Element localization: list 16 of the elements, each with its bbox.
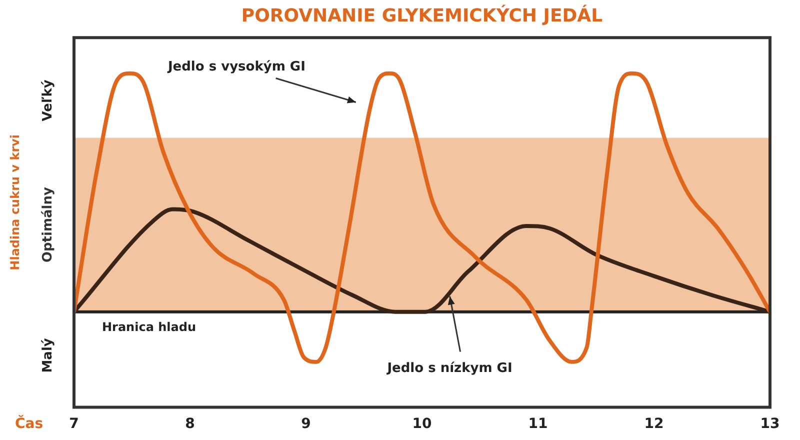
x-axis-title: Čas <box>14 414 44 432</box>
annotation: Jedlo s vysokým GI <box>166 60 306 75</box>
y-axis-title: Hladina cukru v krvi <box>8 134 22 270</box>
x-tick-label: 9 <box>301 416 311 432</box>
x-tick-label: 13 <box>760 416 780 432</box>
text: Veľký <box>40 79 56 122</box>
x-tick-label: 12 <box>644 416 664 432</box>
ref-line-label: Hranica hladu <box>102 320 196 334</box>
text: Malý <box>40 338 56 373</box>
chart-title: POROVNANIE GLYKEMICKÝCH JEDÁL <box>241 4 603 26</box>
band-label: Optimálny <box>40 186 56 263</box>
x-tick-label: 8 <box>185 416 195 432</box>
x-tick-label: 11 <box>528 416 548 432</box>
annotation: Jedlo s nízkym GI <box>386 360 512 376</box>
x-tick-label: 10 <box>412 416 432 432</box>
x-tick-label: 7 <box>69 416 79 432</box>
